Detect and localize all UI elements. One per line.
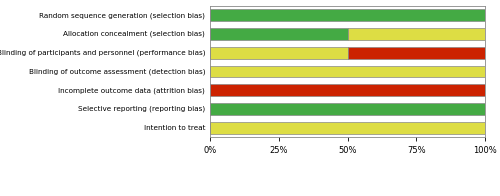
Bar <box>348 28 485 40</box>
Bar <box>210 28 348 40</box>
Bar <box>210 103 485 115</box>
Bar <box>210 9 485 21</box>
Bar <box>210 66 485 77</box>
Bar <box>210 122 485 134</box>
Bar <box>348 47 485 59</box>
Bar <box>210 47 348 59</box>
Bar <box>210 84 485 96</box>
